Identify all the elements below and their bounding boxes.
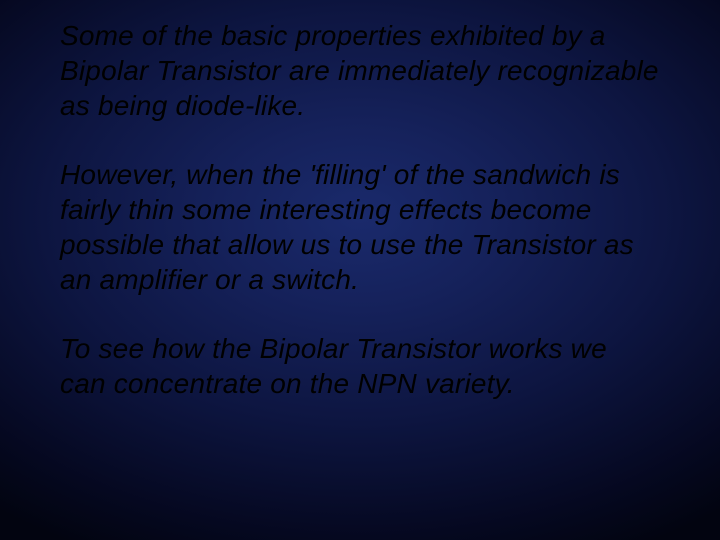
paragraph-1: Some of the basic properties exhibited b…	[60, 18, 660, 123]
paragraph-3: To see how the Bipolar Transistor works …	[60, 331, 660, 401]
paragraph-2: However, when the 'filling' of the sandw…	[60, 157, 660, 297]
slide-body: Some of the basic properties exhibited b…	[0, 0, 720, 540]
